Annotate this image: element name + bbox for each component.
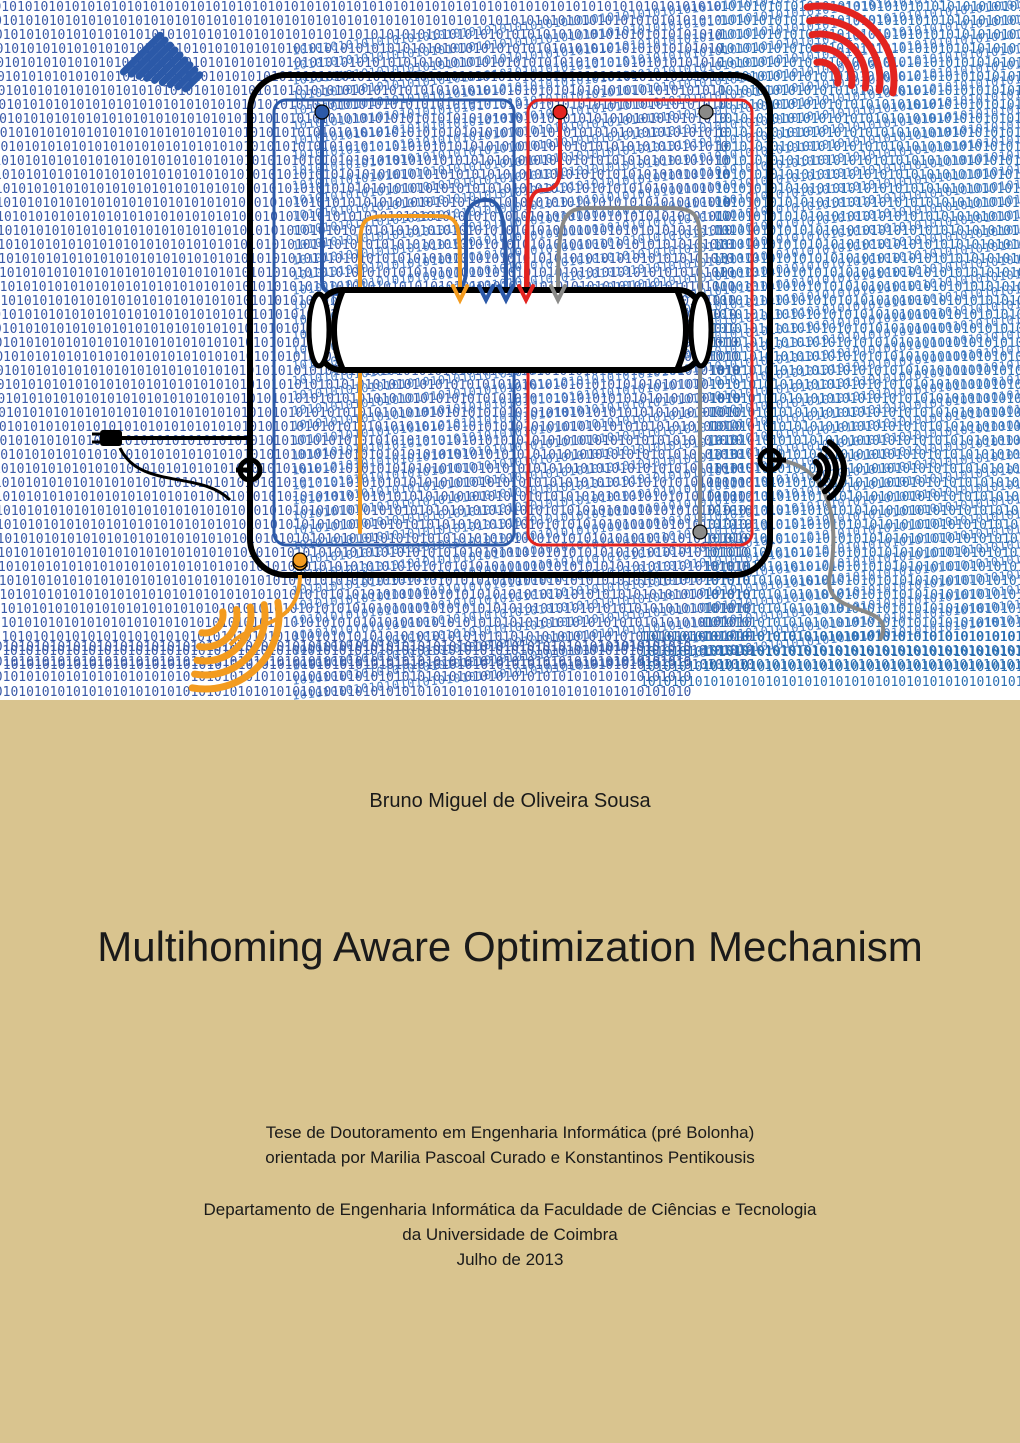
device-diagram [0,0,1020,700]
thesis-description: Tese de Doutoramento em Engenharia Infor… [0,1121,1020,1170]
dept-line-1: Departamento de Engenharia Informática d… [0,1198,1020,1223]
date-line: Julho de 2013 [0,1248,1020,1273]
author-name: Bruno Miguel de Oliveira Sousa [0,790,1020,813]
scroll-band [309,290,711,370]
title-panel: Bruno Miguel de Oliveira Sousa Multihomi… [0,700,1020,1443]
department-block: Departamento de Engenharia Informática d… [0,1198,1020,1272]
dept-line-2: da Universidade de Coimbra [0,1223,1020,1248]
thesis-line-1: Tese de Doutoramento em Engenharia Infor… [0,1121,1020,1146]
cover-illustration: 1010101010101010101010101010101010101010… [0,0,1020,700]
knobs-plug [92,430,883,645]
thesis-line-2: orientada por Marilia Pascoal Curado e K… [0,1146,1020,1171]
thesis-title: Multihoming Aware Optimization Mechanism [0,923,1020,971]
